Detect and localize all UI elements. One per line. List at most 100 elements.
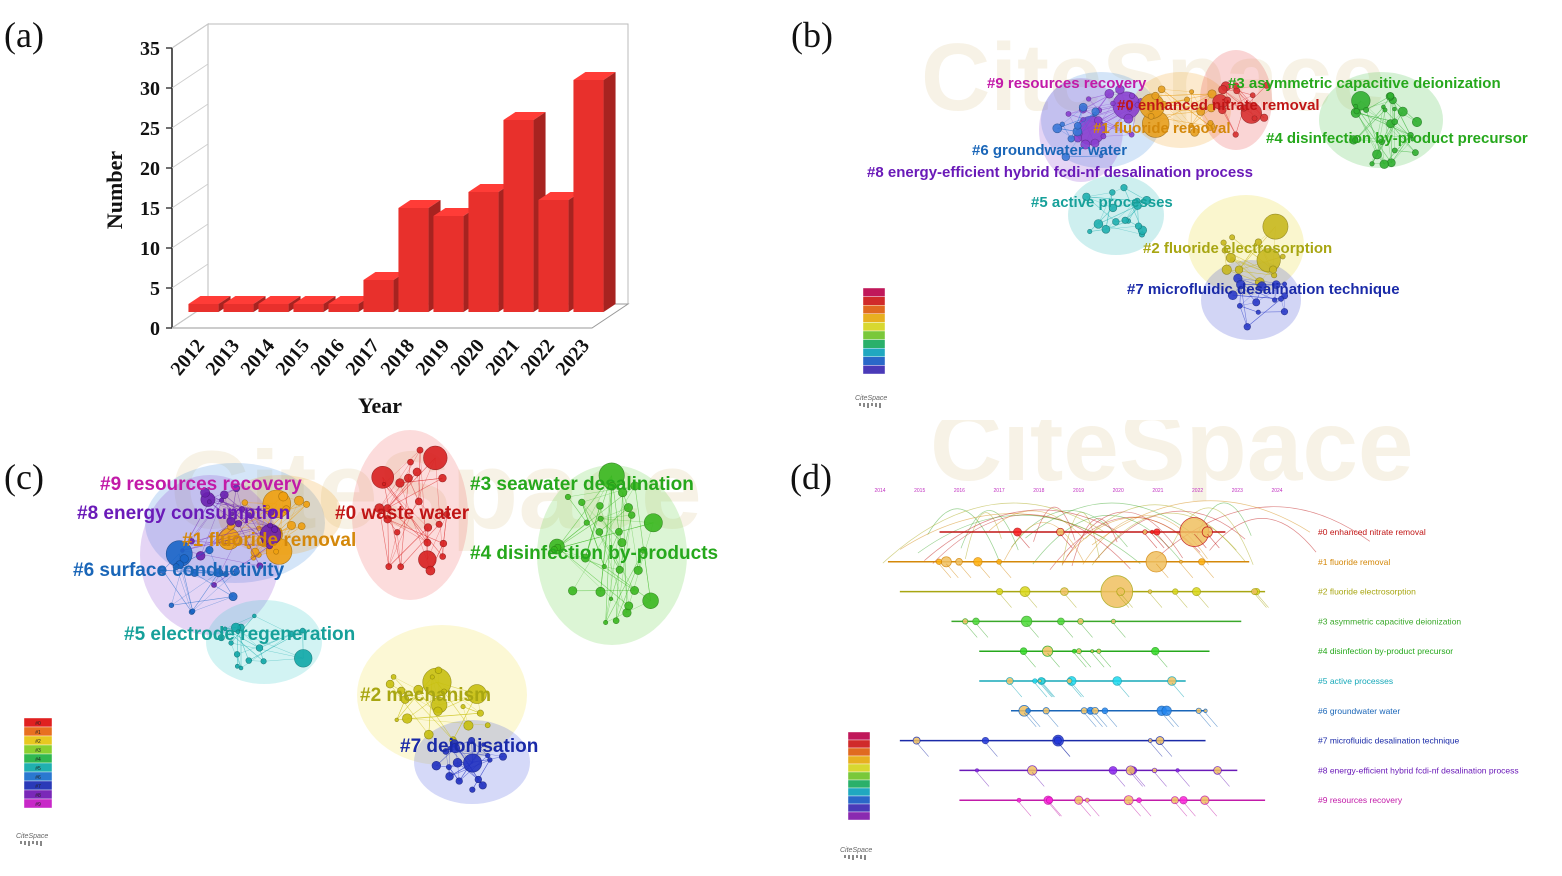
edge bbox=[1354, 109, 1386, 141]
timeline-node bbox=[975, 768, 979, 773]
x-tick-label: 2022 bbox=[517, 335, 560, 380]
keyword-tick bbox=[975, 623, 989, 638]
cluster-nodes-c-6 bbox=[431, 737, 508, 793]
bar-front bbox=[433, 216, 464, 312]
node bbox=[1280, 308, 1289, 316]
edge bbox=[600, 475, 612, 592]
edge bbox=[191, 525, 271, 542]
node bbox=[469, 786, 476, 793]
node bbox=[1128, 92, 1136, 99]
edge bbox=[1390, 123, 1416, 153]
citation-arc bbox=[1004, 522, 1085, 563]
edge bbox=[209, 501, 232, 522]
edge bbox=[182, 525, 271, 551]
cluster-area-b-2 bbox=[1200, 50, 1272, 150]
node bbox=[222, 626, 228, 632]
node bbox=[595, 528, 604, 536]
citespace-logo-b: CiteSpace bbox=[855, 395, 887, 408]
edge bbox=[1086, 192, 1113, 198]
keyword-tick bbox=[1132, 772, 1146, 787]
bar-top bbox=[503, 112, 546, 120]
timeline-node bbox=[1110, 618, 1117, 624]
node bbox=[190, 569, 199, 577]
node bbox=[188, 538, 195, 545]
keyword-tick bbox=[1023, 653, 1036, 668]
node bbox=[1251, 115, 1258, 122]
keyword-tick bbox=[958, 563, 972, 578]
x-tick-label: 2014 bbox=[237, 335, 280, 380]
edge bbox=[1247, 295, 1285, 327]
timeline-node bbox=[1005, 677, 1014, 685]
keyword-tick bbox=[1151, 533, 1165, 549]
node bbox=[1269, 265, 1278, 274]
keyword-tick bbox=[1087, 802, 1100, 817]
cluster-label-c: #9 resources recovery bbox=[100, 474, 302, 495]
timeline-year-label: 2016 bbox=[954, 488, 965, 494]
edge bbox=[1105, 225, 1139, 230]
node bbox=[423, 523, 433, 532]
edge bbox=[581, 485, 636, 503]
time-legend-b bbox=[862, 287, 886, 375]
timeline-node bbox=[1090, 649, 1095, 654]
node bbox=[1080, 139, 1091, 150]
node bbox=[445, 764, 452, 771]
node bbox=[1098, 153, 1104, 159]
node bbox=[407, 458, 414, 466]
node bbox=[476, 709, 484, 717]
node bbox=[1237, 303, 1243, 309]
node bbox=[200, 487, 211, 498]
timeline-node bbox=[1057, 617, 1065, 626]
timeline-node bbox=[1136, 797, 1142, 803]
cluster-label-c: #3 seawater desalination bbox=[470, 474, 694, 495]
legend-label: #2 bbox=[35, 739, 41, 745]
keyword-tick bbox=[1174, 802, 1188, 817]
legend-swatch bbox=[847, 763, 871, 773]
cluster-nodes-c-4 bbox=[217, 613, 313, 671]
edge bbox=[175, 566, 192, 613]
bar-front bbox=[538, 200, 569, 312]
node bbox=[390, 674, 397, 680]
node bbox=[633, 565, 643, 575]
citespace-logo-bar bbox=[28, 841, 30, 846]
legend-swatch bbox=[862, 365, 886, 375]
timeline-node bbox=[962, 618, 969, 625]
node bbox=[1128, 131, 1135, 138]
x-tick-label: 2020 bbox=[447, 335, 490, 380]
node bbox=[1151, 91, 1160, 100]
citespace-logo-bar bbox=[844, 855, 846, 858]
node bbox=[1229, 234, 1236, 241]
node bbox=[261, 539, 267, 545]
keyword-tick bbox=[916, 742, 929, 757]
edge bbox=[1258, 311, 1285, 313]
cluster-label-c: #0 waste water bbox=[335, 503, 470, 524]
edge bbox=[1062, 107, 1084, 125]
node bbox=[1073, 121, 1082, 130]
panel-c-letter: (c) bbox=[4, 457, 44, 497]
edge bbox=[556, 546, 628, 614]
cluster-label-b: #4 disinfection by-product precursor bbox=[1266, 130, 1528, 147]
edge bbox=[1223, 242, 1260, 283]
edge bbox=[585, 505, 601, 559]
node bbox=[1086, 96, 1092, 102]
edge bbox=[162, 570, 237, 572]
node bbox=[383, 504, 392, 513]
bar-2023 bbox=[573, 72, 616, 312]
bar-front bbox=[363, 280, 394, 312]
timeline-node bbox=[1045, 796, 1054, 804]
node bbox=[434, 666, 443, 675]
node bbox=[1134, 222, 1143, 230]
node bbox=[397, 686, 406, 695]
citespace-logo-text: CiteSpace bbox=[855, 395, 887, 402]
node bbox=[416, 446, 424, 454]
edge bbox=[1391, 134, 1411, 163]
keyword-tick bbox=[1039, 682, 1053, 698]
citation-arc bbox=[882, 502, 1105, 564]
timeline-node bbox=[1071, 648, 1077, 654]
keyword-tick bbox=[1047, 802, 1061, 817]
cluster-label-c: #5 electrode regeneration bbox=[124, 624, 355, 645]
y-tick-diag bbox=[171, 263, 209, 289]
bar-front bbox=[328, 304, 359, 312]
node bbox=[241, 499, 248, 506]
edge bbox=[1390, 95, 1392, 163]
node bbox=[299, 627, 306, 634]
